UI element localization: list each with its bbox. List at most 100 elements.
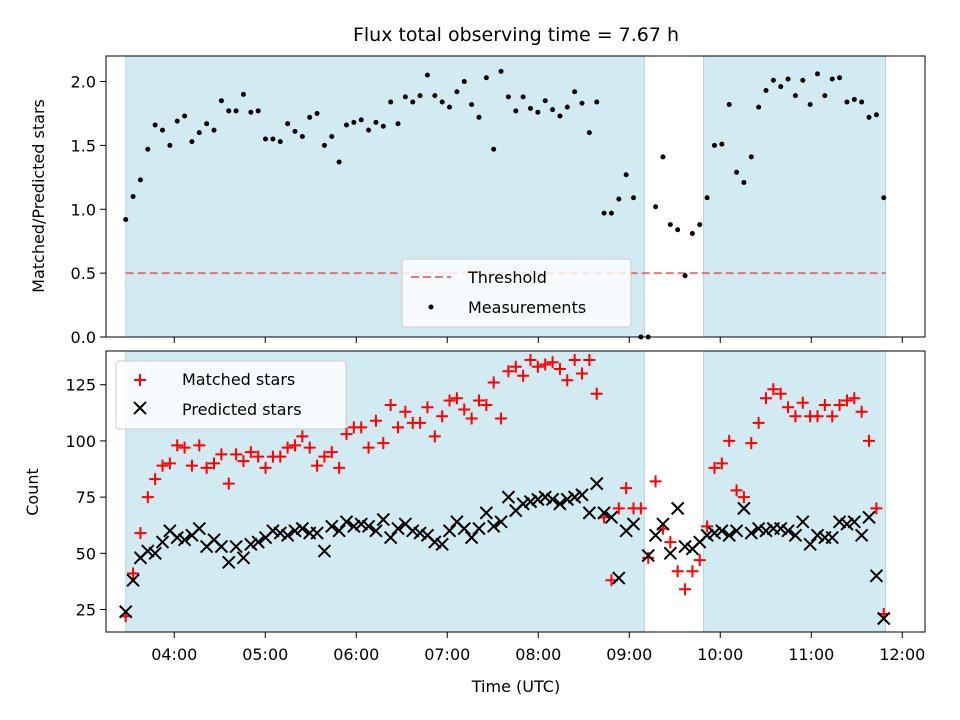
measurement-point xyxy=(196,130,202,136)
top-shaded-interval-2 xyxy=(703,55,887,338)
predicted-star-point xyxy=(295,521,310,536)
measurement-point xyxy=(498,68,504,74)
matched-star-point xyxy=(730,484,743,497)
measurement-point xyxy=(586,130,592,136)
measurement-point xyxy=(682,273,688,279)
measurement-point xyxy=(513,108,519,114)
measurement-point xyxy=(623,172,629,178)
matched-star-point xyxy=(509,360,522,373)
matched-star-point xyxy=(590,387,603,400)
predicted-star-point xyxy=(590,476,604,491)
matched-star-point xyxy=(818,398,831,411)
bottom-legend: Matched stars Predicted stars xyxy=(115,360,347,430)
predicted-star-point xyxy=(656,517,670,531)
measurement-point xyxy=(270,136,276,142)
matched-star-point xyxy=(193,439,206,452)
predicted-star-point xyxy=(516,497,530,511)
predicted-star-point xyxy=(854,528,869,543)
matched-star-point xyxy=(568,353,581,366)
legend-matched-label: Matched stars xyxy=(182,370,295,389)
matched-star-point xyxy=(222,477,235,490)
matched-star-point xyxy=(863,434,876,447)
measurement-point xyxy=(388,99,394,105)
matched-star-point xyxy=(539,358,552,371)
predicted-star-point xyxy=(273,526,287,540)
predicted-star-point xyxy=(715,524,729,538)
bottom-y-tick-label: 50 xyxy=(76,544,96,563)
predicted-star-point xyxy=(222,555,236,570)
predicted-star-point xyxy=(325,519,339,534)
matched-star-point xyxy=(377,437,390,450)
top-legend-box xyxy=(401,258,632,328)
predicted-star-point xyxy=(626,517,641,531)
predicted-star-point xyxy=(751,521,766,536)
measurement-point xyxy=(837,75,843,81)
matched-star-point xyxy=(399,405,412,418)
predicted-star-point xyxy=(354,517,368,531)
matched-star-point xyxy=(156,459,169,472)
x-ticks: 04:00 05:00 06:00 07:00 08:00 09:00 10:00 11:00… xyxy=(151,337,925,664)
bottom-y-tick-label: 75 xyxy=(76,488,96,507)
predicted-star-point xyxy=(729,524,744,538)
measurement-point xyxy=(520,94,526,100)
predicted-star-point xyxy=(796,515,810,529)
matched-star-point xyxy=(671,565,684,578)
measurement-point xyxy=(822,93,828,99)
measurement-point xyxy=(704,195,710,201)
predicted-star-point xyxy=(192,521,207,536)
measurement-point xyxy=(263,136,269,142)
measurement-point xyxy=(248,109,254,115)
measurement-point xyxy=(167,142,173,148)
matched-star-point xyxy=(576,367,589,380)
matched-star-point xyxy=(686,565,699,578)
measurement-point xyxy=(653,204,659,210)
matched-star-point xyxy=(414,416,427,429)
predicted-star-point xyxy=(442,524,457,538)
matched-star-point xyxy=(296,430,309,443)
matched-star-point xyxy=(642,551,655,564)
measurement-point xyxy=(594,99,600,105)
matched-star-point xyxy=(436,410,449,423)
measurement-point xyxy=(351,119,357,125)
predicted-star-point xyxy=(244,537,258,552)
matched-star-point xyxy=(679,583,692,596)
measurement-point xyxy=(741,179,747,185)
predicted-star-point xyxy=(737,501,751,516)
measurement-point xyxy=(778,84,784,90)
measurement-point xyxy=(204,121,210,127)
predicted-star-point xyxy=(486,519,501,534)
predicted-star-point xyxy=(280,528,295,543)
matched-star-point xyxy=(796,396,809,409)
bottom-legend-box xyxy=(115,360,347,430)
measurement-point xyxy=(174,118,180,124)
measurement-point xyxy=(881,195,887,201)
predicted-star-point xyxy=(538,490,552,504)
top-legend: Threshold Measurements xyxy=(401,258,632,328)
measurement-point xyxy=(719,141,725,147)
chart-title: Flux total observing time = 7.67 h xyxy=(353,24,679,46)
matched-star-point xyxy=(517,369,530,382)
predicted-star-point xyxy=(560,492,574,507)
measurement-point xyxy=(307,114,313,120)
matched-star-point xyxy=(185,459,198,472)
measurement-point xyxy=(432,93,438,99)
predicted-star-point xyxy=(707,526,722,540)
matched-star-point xyxy=(487,376,500,389)
matched-star-point xyxy=(701,520,714,533)
matched-star-point xyxy=(465,412,478,425)
predicted-star-point xyxy=(722,528,736,543)
measurement-point xyxy=(792,93,798,99)
predicted-star-point xyxy=(781,524,795,538)
predicted-star-point xyxy=(774,521,788,536)
predicted-star-point xyxy=(825,530,839,545)
measurement-point xyxy=(461,79,467,85)
measurement-point xyxy=(829,76,835,82)
matched-star-point xyxy=(163,457,176,470)
measurement-point xyxy=(608,210,614,216)
matched-star-point xyxy=(767,383,780,396)
predicted-star-point xyxy=(288,524,302,538)
predicted-star-point xyxy=(847,515,862,529)
predicted-star-point xyxy=(648,528,663,543)
measurement-point xyxy=(329,133,335,139)
